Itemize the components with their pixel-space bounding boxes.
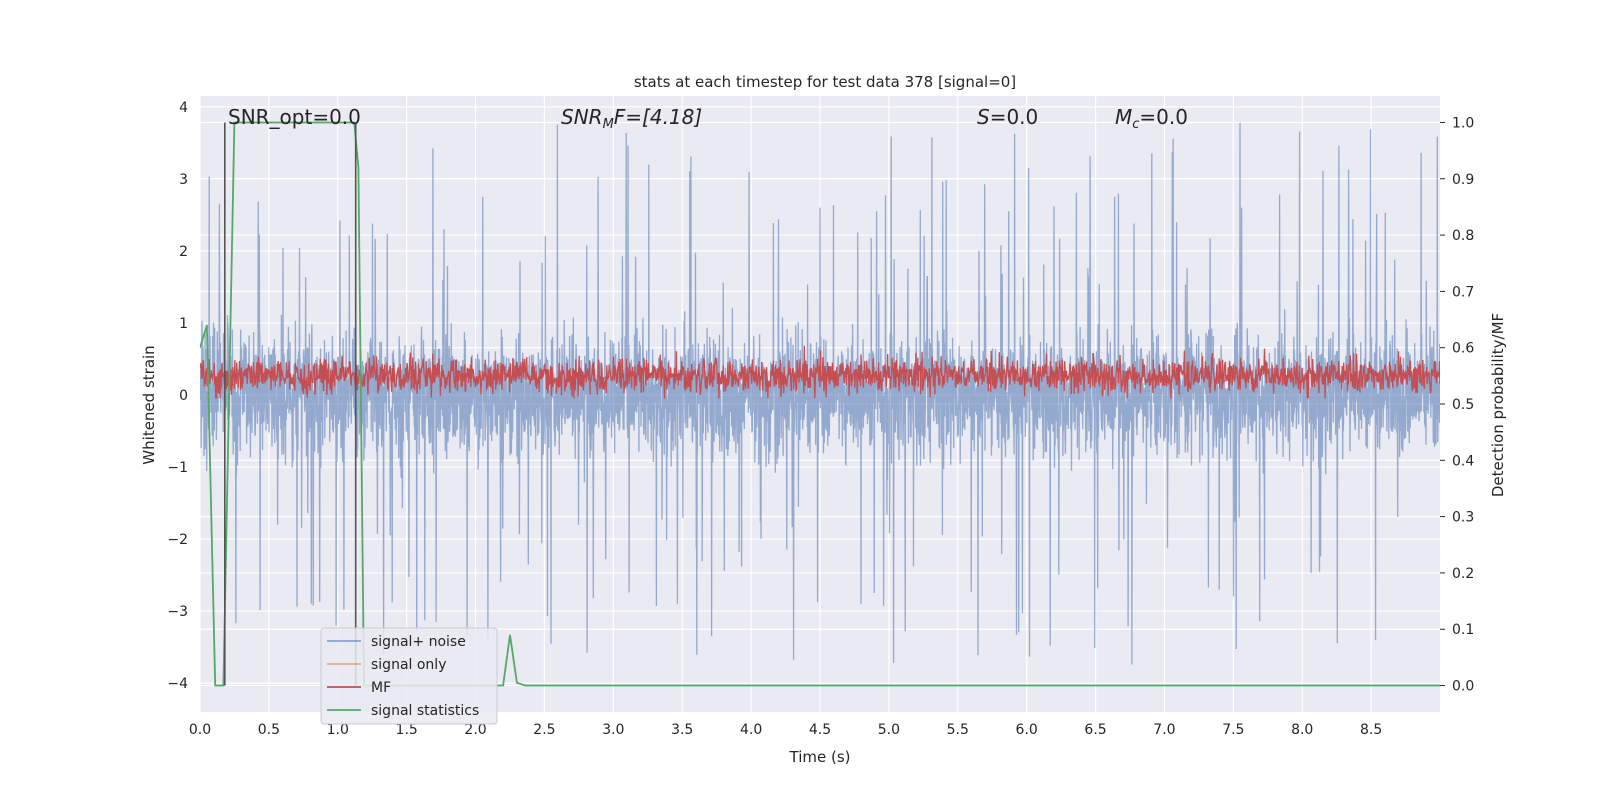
y-right-tick-label: 0.5 <box>1452 397 1474 413</box>
legend-box <box>320 627 498 725</box>
x-tick-label: 5.5 <box>947 722 969 738</box>
annotation-s: S=0.0 <box>977 105 1038 129</box>
y-tick-label: 2 <box>179 244 188 260</box>
legend: signal+ noise signal only MF signal statist… <box>320 627 498 725</box>
x-tick-label: 6.5 <box>1084 722 1106 738</box>
annotation-mc-value: =0.0 <box>1139 105 1188 129</box>
x-tick-label: 0.5 <box>258 722 280 738</box>
x-tick-label: 8.5 <box>1360 722 1382 738</box>
y-tick-label: −3 <box>167 604 188 620</box>
x-tick-label: 1.5 <box>396 722 418 738</box>
y-right-tick-label: 0.8 <box>1452 228 1474 244</box>
vertical-markers <box>224 122 357 686</box>
y-axis-label: Whitened strain <box>140 345 158 464</box>
y-right-tick-label: 0.9 <box>1452 172 1474 188</box>
x-tick-label: 6.0 <box>1016 722 1038 738</box>
y-right-axis-label: Detection probability/MF <box>1489 313 1507 497</box>
x-tick-label: 3.0 <box>602 722 624 738</box>
annotation-snr-mf-sub: M <box>603 117 614 132</box>
x-tick-label: 4.5 <box>809 722 831 738</box>
annotation-mc: Mc=0.0 <box>1115 105 1188 132</box>
x-tick-label: 2.0 <box>464 722 486 738</box>
y-tick-labels: −4 −3 −2 −1 0 1 2 3 4 <box>167 100 188 692</box>
series-layer <box>200 121 1440 687</box>
x-tick-label: 3.5 <box>671 722 693 738</box>
chart-title: stats at each timestep for test data 378… <box>634 73 1016 91</box>
y-right-tick-label: 0.4 <box>1452 453 1474 469</box>
annotation-s-value: =0.0 <box>990 105 1039 129</box>
y-tick-label: 4 <box>179 100 188 116</box>
annotation-s-label: S <box>977 105 990 129</box>
series-signal-statistics <box>200 121 1440 687</box>
legend-label: signal only <box>371 657 446 673</box>
y-right-tick-label: 0.0 <box>1452 679 1474 695</box>
x-tick-labels: 0.0 0.5 1.0 1.5 2.0 2.5 3.0 3.5 4.0 4.5 5.0 5.5 6.0 6… <box>189 722 1382 738</box>
annotation-mc-sub: c <box>1132 117 1139 132</box>
annotations: SNR_opt=0.0 SNRMF=[4.18] S=0.0 Mc=0.0 <box>228 105 1188 132</box>
legend-label: signal statistics <box>371 703 479 719</box>
legend-label: MF <box>371 680 391 696</box>
series-mf <box>200 345 1440 399</box>
y-tick-label: 3 <box>179 172 188 188</box>
y-right-tick-label: 0.3 <box>1452 510 1474 526</box>
y-tick-label: −1 <box>167 460 188 476</box>
y-right-tick-label: 0.7 <box>1452 284 1474 300</box>
x-tick-label: 7.0 <box>1153 722 1175 738</box>
legend-label: signal+ noise <box>371 634 466 650</box>
annotation-snr-mf-f: F=[4.18] <box>614 105 702 129</box>
y-tick-label: 0 <box>179 388 188 404</box>
y-right-tick-label: 0.1 <box>1452 622 1474 638</box>
x-tick-label: 7.5 <box>1222 722 1244 738</box>
x-tick-label: 2.5 <box>533 722 555 738</box>
y-right-tick-label: 0.2 <box>1452 566 1474 582</box>
y-tick-label: −4 <box>167 676 188 692</box>
y-tick-label: −2 <box>167 532 188 548</box>
annotation-snr-mf: SNRMF=[4.18] <box>561 105 702 132</box>
x-tick-label: 1.0 <box>327 722 349 738</box>
y-right-tick-label: 1.0 <box>1452 115 1474 131</box>
x-tick-label: 0.0 <box>189 722 211 738</box>
x-axis-label: Time (s) <box>789 748 851 766</box>
annotation-snr-opt: SNR_opt=0.0 <box>228 105 361 129</box>
x-tick-label: 4.0 <box>740 722 762 738</box>
annotation-snr-mf-label: SNR <box>561 105 603 129</box>
x-tick-label: 5.0 <box>878 722 900 738</box>
series-signal-noise <box>200 122 1440 665</box>
y-right-tick-label: 0.6 <box>1452 341 1474 357</box>
x-tick-label: 8.0 <box>1291 722 1313 738</box>
y-right-tick-labels: 0.0 0.1 0.2 0.3 0.4 0.5 0.6 0.7 0.8 0.9 1.0 <box>1440 115 1474 695</box>
annotation-mc-label: M <box>1115 105 1132 129</box>
y-tick-label: 1 <box>179 316 188 332</box>
